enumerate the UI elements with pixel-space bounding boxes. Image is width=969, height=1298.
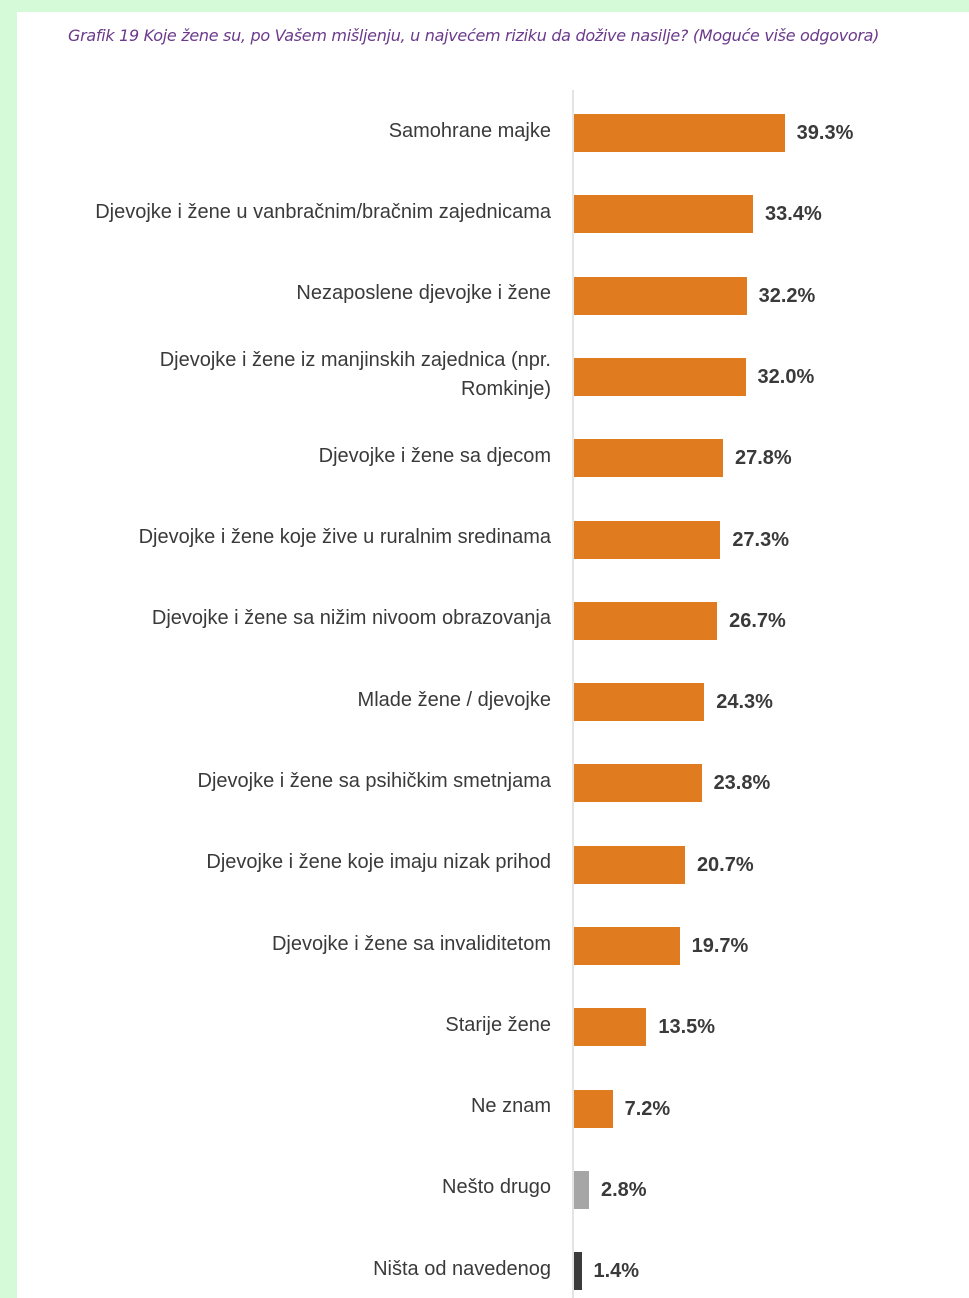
data-label: 32.2% xyxy=(758,284,816,307)
data-label: 23.8% xyxy=(713,772,771,795)
bar xyxy=(574,357,746,396)
category-label: Ništa od navedenog xyxy=(373,1257,551,1280)
category-label: Djevojke i žene sa nižim nivoom obrazova… xyxy=(151,607,551,630)
data-label: 33.4% xyxy=(765,203,822,226)
bar xyxy=(574,1170,589,1209)
category-label: Djevojke i žene sa invaliditetom xyxy=(271,932,551,955)
category-label: Nezaposlene djevojke i žene xyxy=(296,282,551,305)
data-label: 32.0% xyxy=(757,365,815,388)
category-label: Nešto drugo xyxy=(442,1176,551,1199)
bar xyxy=(574,683,705,722)
data-label: 26.7% xyxy=(729,609,786,632)
bar xyxy=(574,195,754,234)
data-label: 20.7% xyxy=(696,853,754,876)
category-label: Djevojke i žene iz manjinskih zajednica … xyxy=(159,348,551,400)
bar xyxy=(574,601,718,640)
data-label: 7.2% xyxy=(624,1097,671,1120)
data-label: 2.8% xyxy=(601,1178,647,1201)
data-label: 39.3% xyxy=(796,122,854,144)
data-label: 1.4% xyxy=(593,1260,640,1283)
data-label: 27.3% xyxy=(732,528,790,551)
bar xyxy=(574,114,785,152)
chart-title: Grafik 19 Koje žene su, po Vašem mišljen… xyxy=(68,26,880,45)
data-label: 19.7% xyxy=(691,935,749,957)
category-label: Djevojke i žene koje žive u ruralnim sre… xyxy=(138,526,551,548)
category-label: Djevojke i žene sa djecom xyxy=(318,444,551,467)
data-label: 27.8% xyxy=(735,447,792,470)
bar xyxy=(574,764,702,803)
category-label: Djevojke i žene koje imaju nizak prihod xyxy=(206,851,551,874)
category-axis-line xyxy=(572,90,574,1298)
data-label: 24.3% xyxy=(716,691,773,714)
bar xyxy=(574,1089,613,1128)
bar xyxy=(574,1008,647,1047)
category-label: Mlade žene / djevojke xyxy=(357,688,551,711)
bar xyxy=(574,520,721,559)
category-label: Starije žene xyxy=(445,1013,551,1036)
chart-sheet xyxy=(17,12,969,1298)
category-label: Djevojke i žene u vanbračnim/bračnim zaj… xyxy=(95,200,551,223)
category-label: Samohrane majke xyxy=(388,119,551,142)
category-label: Djevojke i žene sa psihičkim smetnjama xyxy=(197,769,551,792)
bar xyxy=(574,927,680,965)
category-label: Ne znam xyxy=(470,1095,551,1118)
bar xyxy=(574,1252,582,1291)
bar xyxy=(574,845,685,884)
bar xyxy=(574,276,747,315)
data-label: 13.5% xyxy=(658,1016,716,1039)
bar xyxy=(574,439,723,478)
